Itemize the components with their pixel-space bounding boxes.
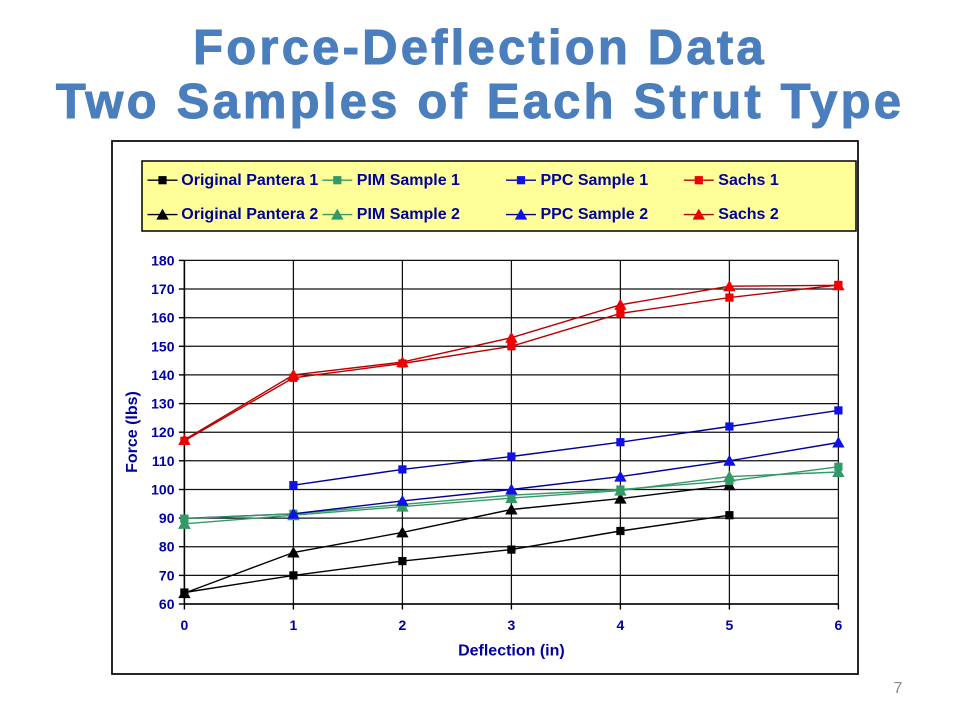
svg-text:Force (lbs): Force (lbs) [124,391,141,473]
svg-text:Deflection (in): Deflection (in) [458,643,565,660]
svg-text:PPC Sample 1: PPC Sample 1 [541,172,649,189]
svg-text:170: 170 [151,281,175,297]
svg-text:5: 5 [726,617,734,633]
svg-text:Sachs 2: Sachs 2 [718,206,779,223]
svg-text:140: 140 [151,367,175,383]
svg-text:110: 110 [152,453,175,469]
svg-text:PPC Sample 2: PPC Sample 2 [541,206,649,223]
svg-text:1: 1 [290,617,298,633]
svg-text:Original Pantera 2: Original Pantera 2 [181,206,318,223]
svg-text:60: 60 [159,596,175,612]
svg-text:2: 2 [399,617,407,633]
svg-text:Sachs 1: Sachs 1 [718,172,779,189]
svg-text:90: 90 [159,510,175,526]
svg-text:70: 70 [159,567,175,583]
svg-text:100: 100 [151,482,175,498]
svg-text:4: 4 [617,617,625,633]
svg-text:Original Pantera 1: Original Pantera 1 [181,172,318,189]
svg-text:PIM Sample 1: PIM Sample 1 [357,172,460,189]
svg-text:150: 150 [151,338,175,354]
svg-text:PIM Sample 2: PIM Sample 2 [357,206,460,223]
svg-text:120: 120 [151,424,175,440]
svg-text:0: 0 [181,617,189,633]
svg-text:3: 3 [508,617,516,633]
svg-text:80: 80 [159,539,175,555]
svg-text:130: 130 [151,396,175,412]
svg-text:180: 180 [151,252,175,268]
svg-text:160: 160 [151,310,175,326]
svg-text:6: 6 [835,617,843,633]
